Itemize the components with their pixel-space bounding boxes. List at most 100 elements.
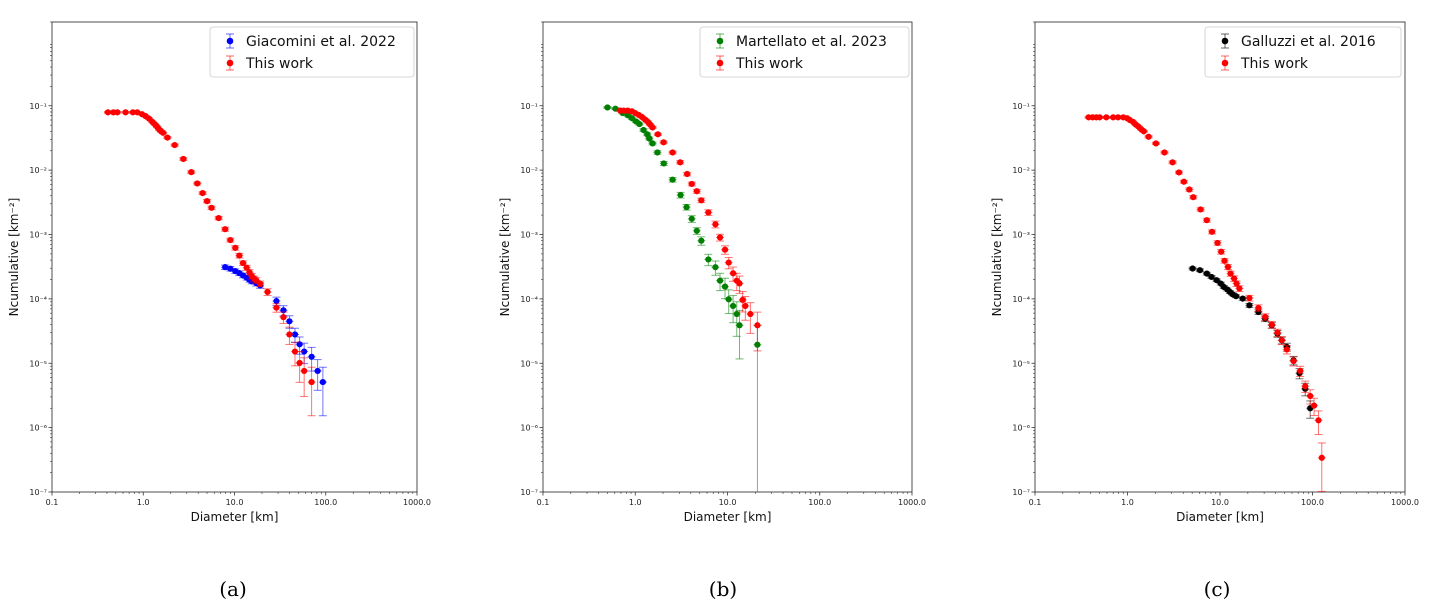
y-tick-label: 10⁻⁵ (520, 359, 538, 368)
data-point (236, 252, 243, 259)
series-2 (103, 109, 316, 417)
data-point (733, 310, 740, 318)
data-point (188, 169, 195, 176)
data-point (1096, 114, 1103, 121)
y-tick-label: 10⁻⁴ (520, 295, 538, 304)
data-point (273, 304, 280, 311)
x-tick-label: 10.0 (226, 498, 244, 507)
y-tick-label: 10⁻³ (1012, 231, 1030, 240)
data-point (1140, 128, 1147, 135)
data-point (1224, 263, 1232, 271)
legend-label: Giacomini et al. 2022 (246, 34, 396, 50)
x-tick-label: 0.1 (1029, 498, 1042, 507)
data-point (646, 135, 653, 142)
legend: Galluzzi et al. 2016 This work (1204, 26, 1402, 78)
data-point (203, 198, 211, 205)
data-point (239, 259, 247, 267)
data-point (1214, 239, 1221, 247)
data-point (1190, 194, 1197, 201)
y-tick-label: 10⁻⁴ (29, 295, 47, 304)
data-point (725, 296, 732, 303)
data-point (669, 149, 676, 156)
data-point (1218, 248, 1225, 255)
x-tick-label: 0.1 (537, 498, 550, 507)
y-tick-label: 10⁻⁵ (29, 359, 47, 368)
y-tick-label: 10⁻⁷ (29, 488, 47, 497)
y-tick-label: 10⁻⁶ (29, 424, 47, 433)
data-point (129, 109, 136, 116)
data-point (1278, 337, 1285, 344)
data-point (721, 283, 729, 290)
data-point (301, 348, 308, 355)
y-tick-label: 10⁻² (1012, 166, 1030, 175)
data-point (725, 259, 732, 266)
panel-caption: (c) (1204, 577, 1231, 601)
data-point (698, 197, 705, 204)
x-tick-label: 1000.0 (403, 498, 431, 507)
data-point (705, 256, 712, 263)
data-point (1274, 329, 1281, 336)
data-point (159, 129, 167, 136)
y-tick-label: 10⁻¹ (1012, 102, 1030, 111)
data-point (227, 265, 234, 272)
data-point (1110, 114, 1117, 121)
data-point (171, 141, 178, 149)
x-tick-label: 1000.0 (898, 498, 926, 507)
y-tick-label: 10⁻⁶ (1012, 424, 1030, 433)
data-point (636, 120, 643, 128)
panel-1: 0.1 1.0 10.0 100.0 1000.0 10⁻⁷ 10⁻⁶ 10⁻⁵ 10⁻⁴ 10⁻… (7, 21, 431, 601)
data-point (273, 297, 280, 305)
data-point (243, 264, 250, 271)
data-point (654, 131, 661, 138)
data-point (739, 296, 746, 304)
legend-label: Galluzzi et al. 2016 (1241, 34, 1376, 50)
data-point (286, 318, 293, 325)
data-point (1290, 357, 1297, 365)
y-tick-label: 10⁻⁴ (1012, 295, 1030, 304)
data-point (669, 176, 676, 183)
series-2 (616, 107, 762, 352)
data-point (1262, 313, 1269, 321)
data-point (736, 322, 743, 329)
y-tick-label: 10⁻⁶ (520, 424, 538, 433)
data-point (716, 277, 724, 284)
data-point (1232, 293, 1240, 300)
data-point (215, 214, 222, 222)
data-point (291, 331, 299, 338)
data-point (1189, 265, 1196, 272)
data-point (693, 188, 700, 195)
y-axis-label: Ncumulative [km⁻²] (7, 198, 21, 317)
data-point (729, 302, 737, 310)
data-point (308, 378, 315, 386)
data-point (688, 215, 695, 222)
plot-frame (542, 21, 913, 493)
data-point (114, 109, 121, 116)
data-point (712, 221, 719, 228)
legend: Giacomini et al. 2022 This work (209, 26, 415, 78)
data-point (286, 331, 293, 338)
data-point (1196, 267, 1204, 274)
data-point (194, 180, 201, 187)
legend-label: This work (245, 56, 314, 72)
data-point (747, 310, 754, 318)
data-point (1197, 206, 1204, 213)
data-point (1221, 257, 1228, 264)
data-point (1186, 186, 1193, 193)
y-tick-label: 10⁻³ (520, 231, 538, 240)
data-point (677, 191, 684, 199)
data-point (1227, 270, 1234, 277)
data-point (721, 246, 729, 253)
panel-caption: (b) (709, 577, 737, 601)
y-tick-label: 10⁻⁷ (520, 488, 538, 497)
data-point (1302, 383, 1309, 390)
data-point (227, 236, 234, 244)
legend-frame (209, 26, 415, 78)
series-2 (1084, 114, 1326, 492)
data-point (1152, 140, 1160, 147)
x-tick-label: 100.0 (314, 498, 337, 507)
data-point (314, 367, 321, 375)
data-point (754, 322, 761, 329)
y-tick-label: 10⁻² (520, 166, 538, 175)
data-point (716, 234, 724, 241)
data-point (693, 227, 700, 234)
